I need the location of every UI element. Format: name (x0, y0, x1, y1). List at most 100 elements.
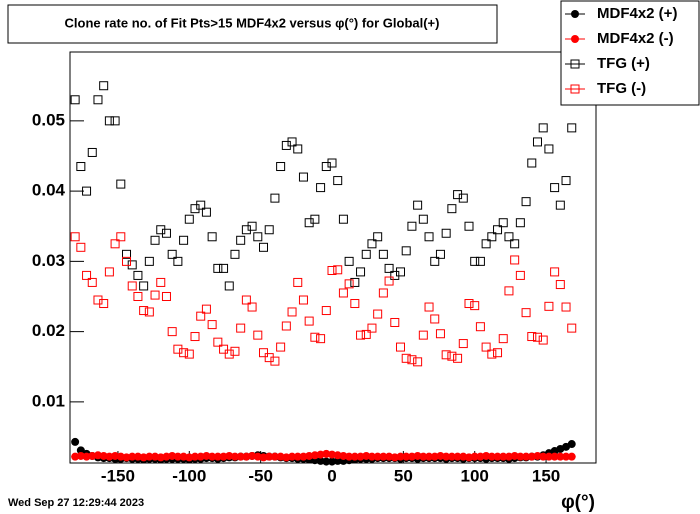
point (288, 452, 297, 461)
point (184, 349, 194, 359)
point (167, 327, 177, 337)
legend-marker (570, 84, 580, 94)
point (384, 263, 394, 273)
point (442, 452, 451, 461)
point (76, 162, 86, 172)
point (447, 452, 456, 461)
point (344, 256, 354, 266)
point (350, 299, 360, 309)
point (333, 456, 342, 465)
point (390, 317, 400, 327)
point (510, 239, 520, 249)
point (344, 279, 354, 289)
point (230, 346, 240, 356)
point (298, 172, 308, 182)
point (110, 116, 120, 126)
point (458, 193, 468, 203)
point (264, 225, 274, 235)
point (470, 301, 480, 311)
point (532, 332, 542, 342)
point (213, 337, 223, 347)
point (498, 218, 508, 228)
legend-label: MDF4x2 (+) (597, 5, 677, 22)
point (435, 249, 445, 259)
point (453, 353, 463, 363)
point (424, 302, 434, 312)
point (122, 249, 132, 259)
timestamp: Wed Sep 27 12:29:44 2023 (8, 497, 144, 509)
point (475, 322, 485, 332)
point (402, 452, 411, 461)
point (93, 95, 103, 105)
point (270, 356, 280, 366)
point (522, 452, 531, 461)
point (487, 349, 497, 359)
point (127, 281, 137, 291)
point (316, 183, 326, 193)
point (413, 200, 423, 210)
point (487, 232, 497, 242)
x-tick-label: -50 (248, 466, 273, 485)
point (481, 239, 491, 249)
point (544, 144, 554, 154)
point (333, 176, 343, 186)
point (259, 242, 269, 252)
point (270, 452, 279, 461)
point (196, 200, 206, 210)
point (208, 452, 217, 461)
point (424, 232, 434, 242)
point (161, 291, 171, 301)
point (538, 123, 548, 133)
point (173, 256, 183, 266)
point (338, 214, 348, 224)
point (550, 267, 560, 277)
point (493, 348, 503, 358)
point (425, 452, 434, 461)
point (373, 232, 383, 242)
point (539, 452, 548, 461)
point (493, 225, 503, 235)
point (470, 452, 479, 461)
point (293, 452, 302, 461)
point (555, 280, 565, 290)
point (276, 342, 286, 352)
legend-marker (571, 10, 579, 18)
legend-marker (571, 35, 579, 43)
point (253, 330, 263, 340)
point (145, 452, 154, 461)
point (139, 281, 149, 291)
point (453, 452, 462, 461)
point (550, 183, 560, 193)
x-tick-label: 50 (394, 466, 413, 485)
point (515, 270, 525, 280)
legend-box (560, 0, 700, 106)
point (128, 452, 137, 461)
x-tick-label: 0 (327, 466, 336, 485)
point (224, 349, 234, 359)
point (350, 277, 360, 287)
point (116, 232, 126, 242)
point (395, 342, 405, 352)
point (361, 249, 371, 259)
x-tick-label: -100 (172, 466, 206, 485)
point (395, 267, 405, 277)
point (498, 334, 508, 344)
point (144, 307, 154, 317)
point (281, 321, 291, 331)
point (378, 249, 388, 259)
point (555, 200, 565, 210)
point (122, 256, 132, 266)
point (287, 307, 297, 317)
point (396, 452, 405, 461)
point (116, 179, 126, 189)
point (167, 249, 177, 259)
point (161, 228, 171, 238)
point (259, 348, 269, 358)
y-tick-label: 0.04 (32, 181, 66, 200)
chart-title: Clone rate no. of Fit Pts>15 MDF4x2 vers… (65, 15, 440, 30)
point (510, 255, 520, 265)
point (561, 302, 571, 312)
point (441, 350, 451, 360)
point (562, 452, 571, 461)
point (458, 339, 468, 349)
